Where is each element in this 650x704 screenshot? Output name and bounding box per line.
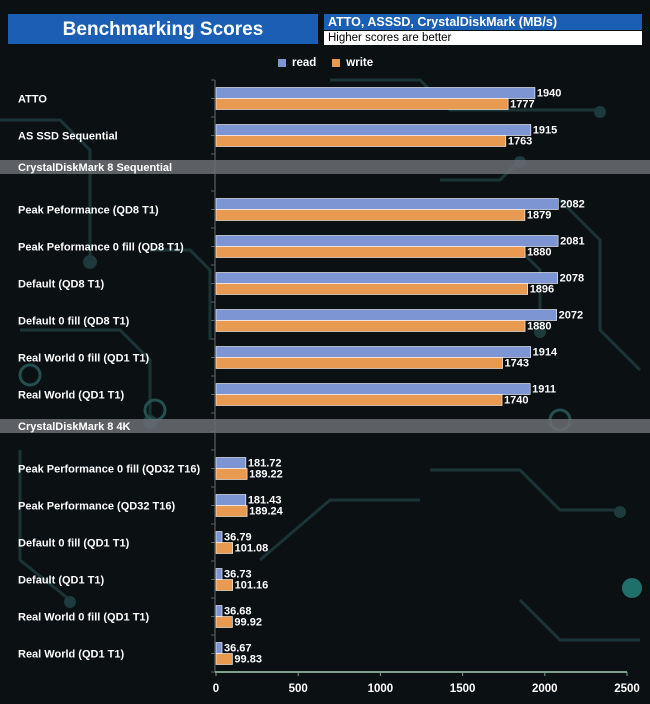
value-label-read: 36.67	[224, 643, 252, 655]
x-tick-label: 0	[213, 683, 219, 695]
value-label-read: 1911	[532, 384, 556, 396]
value-label-read: 1914	[533, 347, 558, 359]
bar-write	[215, 653, 233, 665]
value-label-write: 99.92	[234, 617, 262, 629]
category-label: Real World 0 fill (QD1 T1)	[18, 612, 150, 624]
value-label-write: 1743	[505, 358, 529, 370]
legend-item-read: read	[278, 57, 316, 69]
x-tick-label: 500	[289, 683, 308, 695]
value-label-read: 2081	[560, 236, 584, 248]
legend-label-read: read	[292, 57, 317, 69]
category-label: Real World (QD1 T1)	[18, 390, 124, 402]
bar-read	[215, 198, 559, 210]
value-label-write: 1777	[510, 99, 534, 111]
chart-legend: read write	[278, 57, 373, 69]
bar-read	[215, 309, 557, 321]
bar-write	[215, 209, 526, 221]
bar-write	[215, 320, 526, 332]
x-tick-label: 1500	[450, 683, 476, 695]
value-label-read: 181.43	[248, 495, 282, 507]
bar-write	[215, 468, 248, 480]
section-band	[0, 419, 650, 433]
bar-read	[215, 346, 531, 358]
legend-label-write: write	[346, 57, 374, 69]
bar-read	[215, 605, 223, 617]
category-label: AS SSD Sequential	[18, 131, 118, 143]
category-label: ATTO	[18, 94, 47, 106]
x-tick-label: 1000	[368, 683, 394, 695]
chart-note: Higher scores are better	[324, 31, 642, 45]
value-label-read: 36.68	[224, 606, 252, 618]
category-label: Peak Performance 0 fill (QD32 T16)	[18, 464, 201, 476]
bar-read	[215, 568, 223, 580]
value-label-read: 36.79	[224, 532, 252, 544]
category-label: Default (QD8 T1)	[18, 279, 105, 291]
category-label: Default 0 fill (QD8 T1)	[18, 316, 130, 328]
bar-write	[215, 616, 233, 628]
x-tick-label: 2000	[532, 683, 558, 695]
bar-write	[215, 283, 529, 295]
category-label: Peak Peformance 0 fill (QD8 T1)	[18, 242, 184, 254]
bar-read	[215, 642, 223, 654]
value-label-read: 2078	[560, 273, 584, 285]
value-label-write: 1763	[508, 136, 532, 148]
category-label: Peak Peformance (QD8 T1)	[18, 205, 159, 217]
value-label-read: 2082	[560, 199, 584, 211]
value-label-read: 36.73	[224, 569, 252, 581]
bar-read	[215, 531, 223, 543]
value-label-write: 1880	[527, 321, 551, 333]
bar-read	[215, 272, 558, 284]
bar-read	[215, 235, 559, 247]
bar-read	[215, 87, 536, 99]
bar-write	[215, 579, 233, 591]
value-label-write: 189.22	[249, 469, 283, 481]
value-label-write: 189.24	[249, 506, 284, 518]
section-label: CrystalDiskMark 8 Sequential	[18, 162, 172, 174]
bar-write	[215, 542, 233, 554]
value-label-write: 101.16	[235, 580, 269, 592]
category-label: Default 0 fill (QD1 T1)	[18, 538, 130, 550]
section-band	[0, 160, 650, 174]
bar-write	[215, 394, 503, 406]
chart-subtitle: ATTO, ASSSD, CrystalDiskMark (MB/s)	[324, 14, 642, 30]
value-label-write: 99.83	[234, 654, 262, 666]
value-label-read: 181.72	[248, 458, 282, 470]
bar-write	[215, 98, 509, 110]
bar-write	[215, 246, 526, 258]
bar-write	[215, 357, 503, 369]
value-label-read: 1915	[533, 125, 557, 137]
section-label: CrystalDiskMark 8 4K	[18, 421, 131, 433]
category-label: Real World 0 fill (QD1 T1)	[18, 353, 150, 365]
bar-write	[215, 135, 507, 147]
value-label-write: 1896	[530, 284, 554, 296]
legend-item-write: write	[332, 57, 373, 69]
category-label: Default (QD1 T1)	[18, 575, 105, 587]
value-label-write: 1740	[504, 395, 528, 407]
x-tick-label: 2500	[614, 683, 640, 695]
value-label-read: 1940	[537, 88, 561, 100]
category-label: Real World (QD1 T1)	[18, 649, 124, 661]
value-label-write: 1880	[527, 247, 551, 259]
bar-read	[215, 124, 532, 136]
bar-read	[215, 457, 247, 469]
category-label: Peak Performance (QD32 T16)	[18, 501, 175, 513]
legend-swatch-write	[332, 59, 341, 67]
value-label-write: 101.08	[235, 543, 269, 555]
bar-read	[215, 383, 531, 395]
value-label-read: 2072	[559, 310, 583, 322]
chart-title: Benchmarking Scores	[8, 14, 318, 44]
bar-read	[215, 494, 247, 506]
bar-write	[215, 505, 248, 517]
value-label-write: 1879	[527, 210, 551, 222]
legend-swatch-read	[278, 59, 286, 67]
